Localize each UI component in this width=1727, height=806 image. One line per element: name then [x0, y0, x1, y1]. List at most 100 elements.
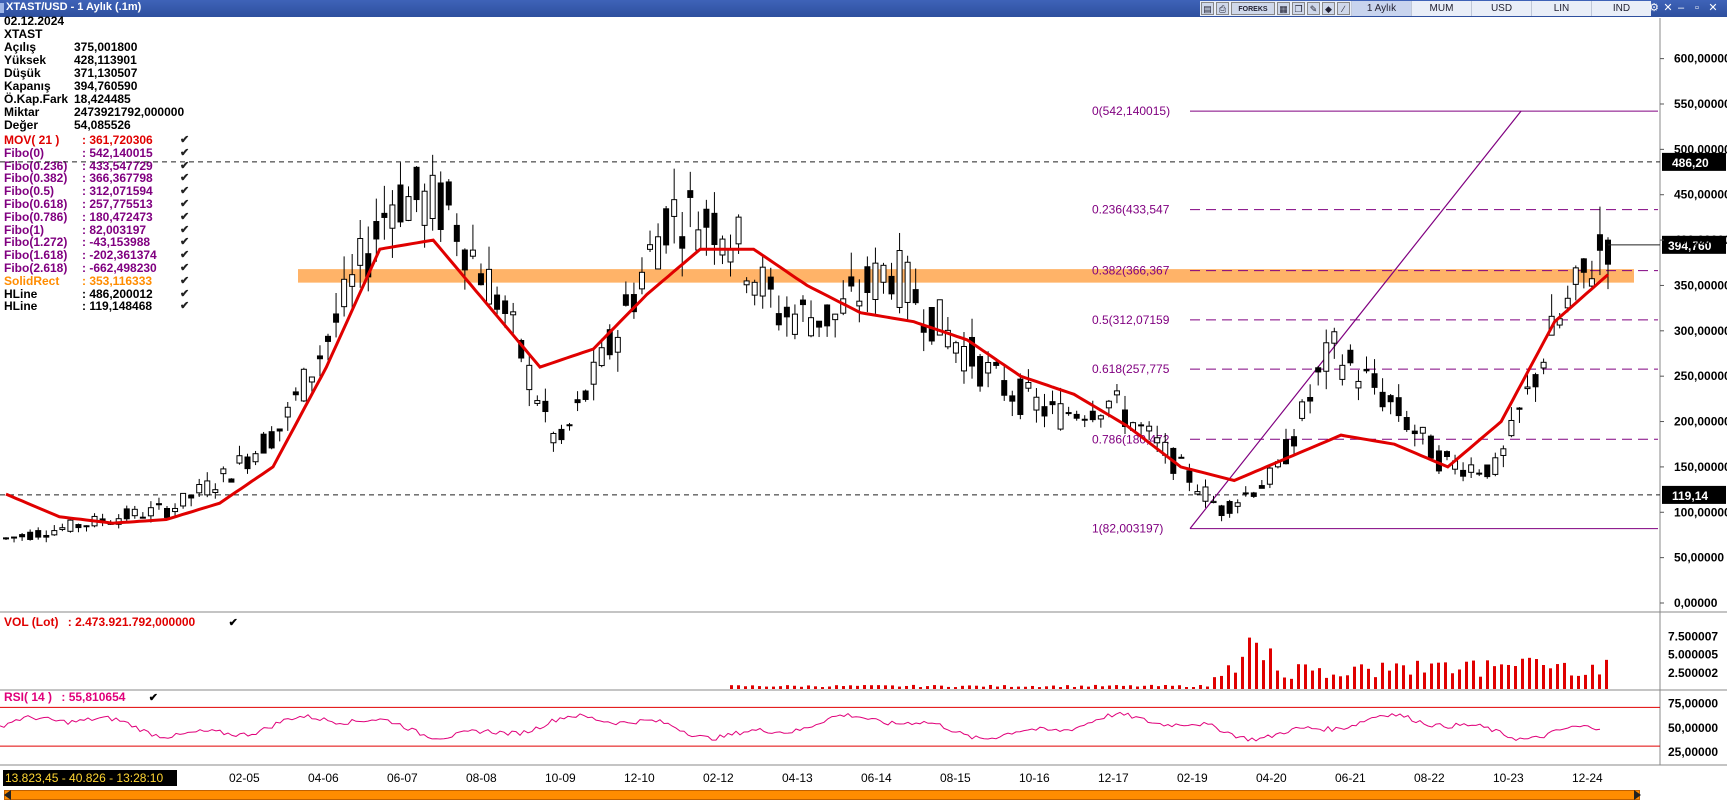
ma-line [5, 238, 1609, 525]
copy-icon[interactable]: ❐ [1292, 2, 1305, 15]
volume-bar [1367, 668, 1370, 689]
check-icon[interactable]: ✔ [180, 274, 190, 287]
volume-bar [1101, 686, 1104, 689]
line-icon[interactable]: ∕ [1337, 2, 1350, 15]
candle [1250, 491, 1257, 498]
x-tick-label: 10-09 [545, 771, 576, 785]
candle-body [1097, 415, 1104, 420]
check-icon[interactable]: ✔ [180, 172, 190, 185]
check-icon[interactable]: ✔ [180, 159, 190, 172]
pen-icon[interactable]: ✎ [1307, 2, 1320, 15]
check-icon[interactable]: ✔ [180, 249, 190, 262]
volume-bar [1318, 668, 1321, 689]
candle [1258, 480, 1265, 489]
hline-badge [1662, 152, 1726, 171]
info-symbol: XTAST [4, 27, 43, 41]
close-icon[interactable]: ✕ [1708, 2, 1718, 14]
draw-icon[interactable]: ◆ [1322, 2, 1335, 15]
candle-body [172, 507, 179, 513]
check-icon[interactable]: ✔ [180, 146, 190, 159]
candle [969, 318, 976, 379]
check-icon[interactable]: ✔ [148, 692, 158, 704]
check-icon[interactable]: ✔ [180, 261, 190, 274]
volume-bar [1241, 656, 1244, 689]
candle-body [316, 355, 323, 360]
horizontal-scrollbar[interactable] [4, 790, 1640, 800]
check-icon[interactable]: ✔ [180, 236, 190, 249]
candle [1500, 445, 1507, 468]
candle [1041, 393, 1048, 428]
minimize-icon[interactable]: – [1677, 2, 1685, 14]
candle [1476, 469, 1483, 477]
candle-body [655, 236, 662, 270]
check-icon[interactable]: ✔ [180, 210, 190, 223]
candle [373, 198, 380, 262]
period-button[interactable]: 1 Aylık [1351, 1, 1411, 16]
indicator-value: : 366,367798 [82, 171, 153, 186]
candle [1339, 354, 1346, 386]
volume-bar [926, 686, 929, 689]
indicator-name: Fibo(0.786) [4, 209, 68, 224]
volume-bar [1059, 687, 1062, 689]
candle [1596, 206, 1603, 276]
candle-body [1291, 436, 1298, 447]
indicator-button[interactable]: IND [1591, 1, 1651, 16]
candle [477, 263, 484, 286]
close-small-icon[interactable]: ✕ [1663, 2, 1673, 14]
candle-body [1194, 491, 1201, 495]
candle [1355, 370, 1362, 401]
info-label: Miktar [4, 105, 40, 119]
x-tick-label: 06-14 [861, 771, 892, 785]
info-value: 2473921792,000000 [74, 105, 185, 119]
volume-bar [1325, 677, 1328, 689]
candle [421, 183, 428, 248]
check-icon[interactable]: ✔ [180, 300, 190, 313]
candle [904, 255, 911, 320]
tile-icon[interactable]: ▦ [1277, 2, 1290, 15]
candle-body [896, 250, 903, 308]
currency-button[interactable]: USD [1471, 1, 1531, 16]
y-tick-label: 400,00000 [1674, 233, 1727, 247]
volume-bar [1563, 662, 1566, 689]
candle [445, 179, 452, 211]
candle-body [204, 480, 211, 496]
candle [671, 168, 678, 244]
candle [920, 309, 927, 352]
x-tick-label: 12-17 [1098, 771, 1129, 785]
check-icon[interactable]: ✔ [228, 617, 238, 629]
print-icon[interactable]: ⎙ [1216, 2, 1229, 15]
candle-body [1065, 412, 1072, 415]
chart-icon[interactable]: ▤ [1201, 2, 1214, 15]
candle [1097, 414, 1104, 428]
check-icon[interactable]: ✔ [180, 223, 190, 236]
volume-bar [1437, 662, 1440, 689]
candle-type-button[interactable]: MUM [1411, 1, 1471, 16]
scroll-right-icon[interactable] [1634, 790, 1641, 800]
volume-bar [884, 685, 887, 689]
volume-bar [1066, 685, 1069, 689]
check-icon[interactable]: ✔ [180, 197, 190, 210]
candle-body [606, 329, 613, 356]
candle-body [260, 433, 267, 454]
candle [349, 254, 356, 310]
scale-button[interactable]: LIN [1531, 1, 1591, 16]
candle [1017, 373, 1024, 420]
check-icon[interactable]: ✔ [180, 287, 190, 300]
check-icon[interactable]: ✔ [180, 134, 190, 146]
candle [1009, 390, 1016, 417]
candle [1299, 399, 1306, 422]
settings-icon[interactable]: ⚙ [1649, 2, 1659, 14]
candle-body [1500, 448, 1507, 456]
y-tick-label: 300,00000 [1674, 324, 1727, 338]
scroll-left-icon[interactable] [4, 790, 11, 800]
volume-value: : 2.473.921.792,000000 [67, 615, 196, 629]
candle-body [300, 368, 307, 402]
check-icon[interactable]: ✔ [180, 185, 190, 198]
x-tick-label: 12-24 [1572, 771, 1603, 785]
volume-bar [968, 685, 971, 689]
status-bar: 13.823,45 - 40.826 - 13:28:10 [3, 770, 177, 786]
candle-body [791, 313, 798, 335]
maximize-icon[interactable]: ▫ [1695, 2, 1699, 14]
volume-bar [1178, 685, 1181, 689]
volume-bar [1248, 637, 1251, 689]
